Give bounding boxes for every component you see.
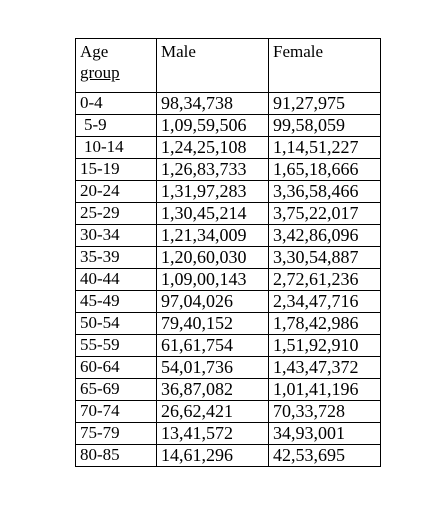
age-cell: 50-54 [75, 312, 157, 335]
male-cell: 61,61,754 [156, 334, 269, 357]
age-cell: 15-19 [75, 158, 157, 181]
male-cell: 1,24,25,108 [156, 136, 269, 159]
male-cell: 13,41,572 [156, 422, 269, 445]
age-cell: 0-4 [75, 92, 157, 115]
header-row: Age group Male Female [75, 38, 381, 93]
table-row: 60-64 54,01,736 1,43,47,372 [75, 356, 381, 379]
table-row: 5-9 1,09,59,506 99,58,059 [75, 114, 381, 137]
female-cell: 34,93,001 [268, 422, 381, 445]
age-header-line2: group [80, 63, 120, 82]
age-cell: 25-29 [75, 202, 157, 225]
table-row: 25-29 1,30,45,214 3,75,22,017 [75, 202, 381, 225]
age-cell: 80-85 [75, 444, 157, 467]
table-row: 50-54 79,40,152 1,78,42,986 [75, 312, 381, 335]
female-cell: 3,30,54,887 [268, 246, 381, 269]
table-row: 10-14 1,24,25,108 1,14,51,227 [75, 136, 381, 159]
age-cell: 70-74 [75, 400, 157, 423]
male-cell: 1,26,83,733 [156, 158, 269, 181]
table-row: 45-49 97,04,026 2,34,47,716 [75, 290, 381, 313]
female-cell: 1,01,41,196 [268, 378, 381, 401]
female-cell: 3,42,86,096 [268, 224, 381, 247]
male-cell: 1,30,45,214 [156, 202, 269, 225]
female-cell: 3,75,22,017 [268, 202, 381, 225]
table-row: 35-39 1,20,60,030 3,30,54,887 [75, 246, 381, 269]
table-row: 20-24 1,31,97,283 3,36,58,466 [75, 180, 381, 203]
male-cell: 98,34,738 [156, 92, 269, 115]
male-cell: 97,04,026 [156, 290, 269, 313]
female-cell: 42,53,695 [268, 444, 381, 467]
table-row: 70-74 26,62,421 70,33,728 [75, 400, 381, 423]
age-cell: 55-59 [75, 334, 157, 357]
female-cell: 70,33,728 [268, 400, 381, 423]
table-row: 40-44 1,09,00,143 2,72,61,236 [75, 268, 381, 291]
female-cell: 1,78,42,986 [268, 312, 381, 335]
table-body: 0-4 98,34,738 91,27,975 5-9 1,09,59,506 99,58… [75, 92, 381, 467]
table-row: 65-69 36,87,082 1,01,41,196 [75, 378, 381, 401]
age-cell: 10-14 [75, 136, 157, 159]
age-cell: 60-64 [75, 356, 157, 379]
male-cell: 26,62,421 [156, 400, 269, 423]
female-header: Female [268, 38, 381, 93]
male-cell: 54,01,736 [156, 356, 269, 379]
male-cell: 1,09,00,143 [156, 268, 269, 291]
table-row: 80-85 14,61,296 42,53,695 [75, 444, 381, 467]
age-group-header: Age group [75, 38, 157, 93]
male-cell: 1,21,34,009 [156, 224, 269, 247]
age-cell: 40-44 [75, 268, 157, 291]
age-cell: 65-69 [75, 378, 157, 401]
male-cell: 1,20,60,030 [156, 246, 269, 269]
female-cell: 1,65,18,666 [268, 158, 381, 181]
age-cell: 5-9 [75, 114, 157, 137]
table-row: 30-34 1,21,34,009 3,42,86,096 [75, 224, 381, 247]
female-cell: 2,72,61,236 [268, 268, 381, 291]
male-header: Male [156, 38, 269, 93]
female-cell: 1,14,51,227 [268, 136, 381, 159]
table-row: 55-59 61,61,754 1,51,92,910 [75, 334, 381, 357]
male-cell: 36,87,082 [156, 378, 269, 401]
female-cell: 3,36,58,466 [268, 180, 381, 203]
male-cell: 1,31,97,283 [156, 180, 269, 203]
male-cell: 14,61,296 [156, 444, 269, 467]
age-cell: 75-79 [75, 422, 157, 445]
table-row: 0-4 98,34,738 91,27,975 [75, 92, 381, 115]
male-cell: 1,09,59,506 [156, 114, 269, 137]
female-cell: 99,58,059 [268, 114, 381, 137]
age-cell: 30-34 [75, 224, 157, 247]
table-row: 75-79 13,41,572 34,93,001 [75, 422, 381, 445]
female-cell: 1,51,92,910 [268, 334, 381, 357]
age-header-line1: Age [80, 42, 109, 61]
male-cell: 79,40,152 [156, 312, 269, 335]
age-cell: 45-49 [75, 290, 157, 313]
female-cell: 1,43,47,372 [268, 356, 381, 379]
population-table: Age group Male Female 0-4 98,34,738 91,27,… [75, 38, 381, 467]
age-cell: 20-24 [75, 180, 157, 203]
female-cell: 91,27,975 [268, 92, 381, 115]
age-cell: 35-39 [75, 246, 157, 269]
table-row: 15-19 1,26,83,733 1,65,18,666 [75, 158, 381, 181]
female-cell: 2,34,47,716 [268, 290, 381, 313]
